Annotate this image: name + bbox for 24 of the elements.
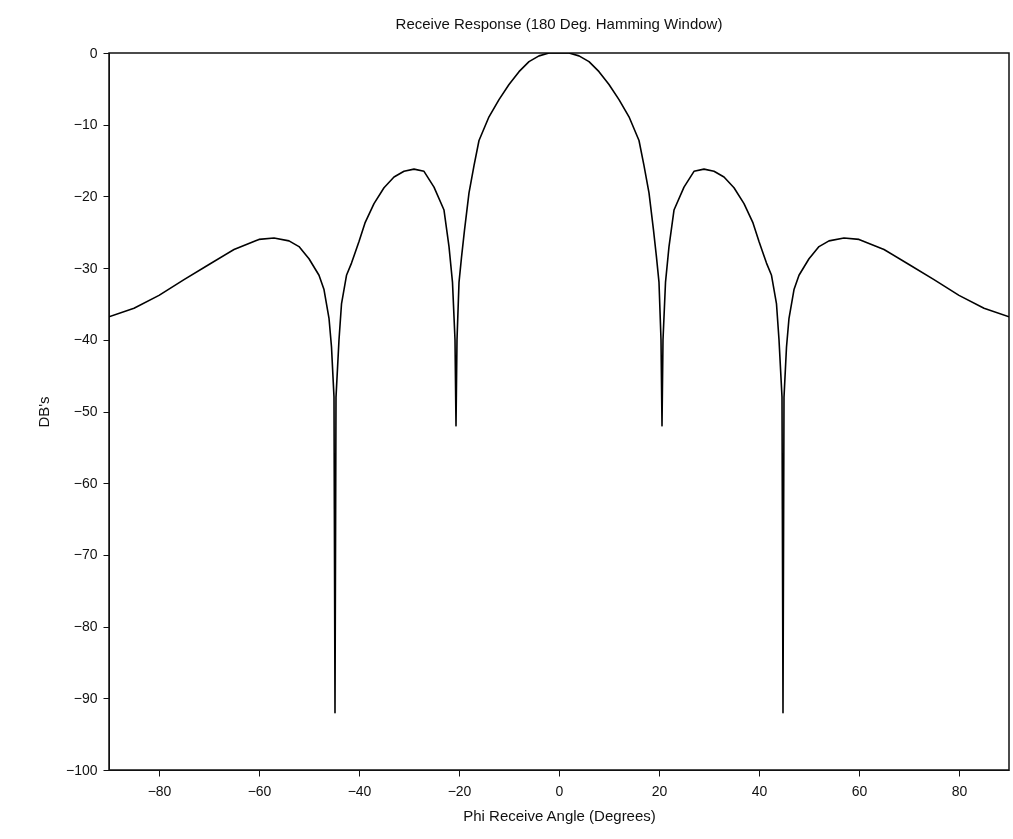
x-tick-label: −60	[247, 782, 272, 799]
x-tick-label: 20	[651, 782, 668, 799]
x-axis-title: Phi Receive Angle (Degrees)	[463, 806, 656, 824]
y-tick-label: −10	[73, 116, 98, 133]
x-tick-label: 0	[555, 782, 564, 799]
x-tick-label: −80	[147, 782, 172, 799]
y-tick-label: −90	[73, 689, 98, 706]
y-tick-label: −30	[73, 259, 98, 276]
x-tick-label: 60	[851, 782, 868, 799]
line-series	[109, 53, 1009, 714]
chart-title: Receive Response (180 Deg. Hamming Window)	[395, 15, 723, 32]
y-tick-label: −80	[73, 618, 98, 635]
x-tick-label: −40	[347, 782, 372, 799]
x-tick-label: 80	[951, 782, 968, 799]
y-axis-title: DB's	[34, 396, 52, 428]
x-tick-label: −20	[447, 782, 472, 799]
y-tick-label: −40	[73, 331, 98, 348]
y-tick-label: −100	[65, 761, 98, 778]
x-tick-label: 40	[751, 782, 768, 799]
y-tick-label: −70	[73, 546, 98, 563]
y-tick-label: −50	[73, 403, 98, 419]
y-tick-label: −60	[73, 474, 98, 491]
y-tick-label: −20	[73, 187, 98, 204]
y-tick-label: 0	[89, 44, 98, 61]
